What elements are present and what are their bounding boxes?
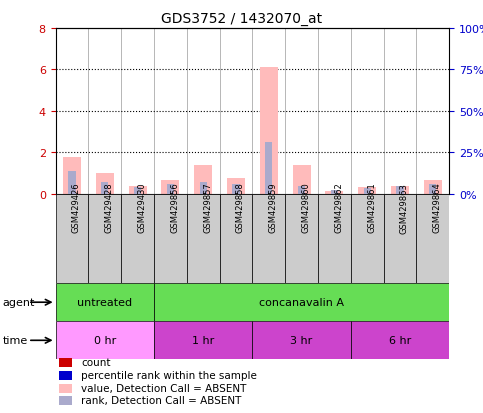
Text: GSM429859: GSM429859 [269,182,278,233]
Text: GDS3752 / 1432070_at: GDS3752 / 1432070_at [161,12,322,26]
Text: rank, Detection Call = ABSENT: rank, Detection Call = ABSENT [81,396,242,406]
Bar [96,173,114,194]
Bar [167,185,174,194]
Bar [358,188,376,194]
Bar [265,142,272,194]
Text: agent: agent [2,297,35,307]
Bar [424,181,442,194]
Bar [59,358,72,367]
Text: percentile rank within the sample: percentile rank within the sample [81,370,257,380]
Text: 3 hr: 3 hr [290,335,313,345]
Text: GSM429857: GSM429857 [203,182,212,233]
Text: GSM429858: GSM429858 [236,182,245,233]
Text: 1 hr: 1 hr [192,335,214,345]
Bar [220,194,252,283]
Text: GSM429863: GSM429863 [400,182,409,233]
Bar [252,321,351,359]
Text: 6 hr: 6 hr [389,335,411,345]
Bar [121,194,154,283]
Bar [364,189,371,194]
Bar [154,194,187,283]
Bar [154,283,449,321]
Text: GSM429426: GSM429426 [72,182,81,233]
Bar [161,181,179,194]
Bar [56,283,154,321]
Bar [194,165,212,194]
Bar [416,194,449,283]
Bar [68,171,75,194]
Bar [154,321,252,359]
Bar [232,185,240,194]
Bar [298,187,305,194]
Bar [134,188,141,194]
Bar [88,194,121,283]
Text: GSM429860: GSM429860 [301,182,311,233]
Bar [59,371,72,380]
Bar [56,194,88,283]
Text: GSM429428: GSM429428 [105,182,114,233]
Text: concanavalin A: concanavalin A [259,297,344,307]
Bar [285,194,318,283]
Bar [384,194,416,283]
Text: GSM429856: GSM429856 [170,182,179,233]
Bar [56,321,154,359]
Bar [391,187,409,194]
Bar [293,165,311,194]
Text: time: time [2,335,28,345]
Bar [199,183,207,194]
Bar [187,194,220,283]
Bar [59,384,72,393]
Text: GSM429864: GSM429864 [433,182,442,233]
Text: GSM429862: GSM429862 [334,182,343,233]
Bar [128,187,146,194]
Text: GSM429430: GSM429430 [138,182,146,233]
Text: untreated: untreated [77,297,132,307]
Bar [351,194,384,283]
Bar [429,185,437,194]
Bar [252,194,285,283]
Bar [59,396,72,406]
Bar [101,183,108,194]
Bar [227,179,245,194]
Bar [260,68,278,194]
Bar [351,321,449,359]
Text: GSM429861: GSM429861 [367,182,376,233]
Bar [318,194,351,283]
Bar [331,190,338,194]
Text: 0 hr: 0 hr [94,335,116,345]
Bar [326,192,343,194]
Bar [397,187,404,194]
Text: value, Detection Call = ABSENT: value, Detection Call = ABSENT [81,382,246,393]
Text: count: count [81,357,111,367]
Bar [63,158,81,194]
